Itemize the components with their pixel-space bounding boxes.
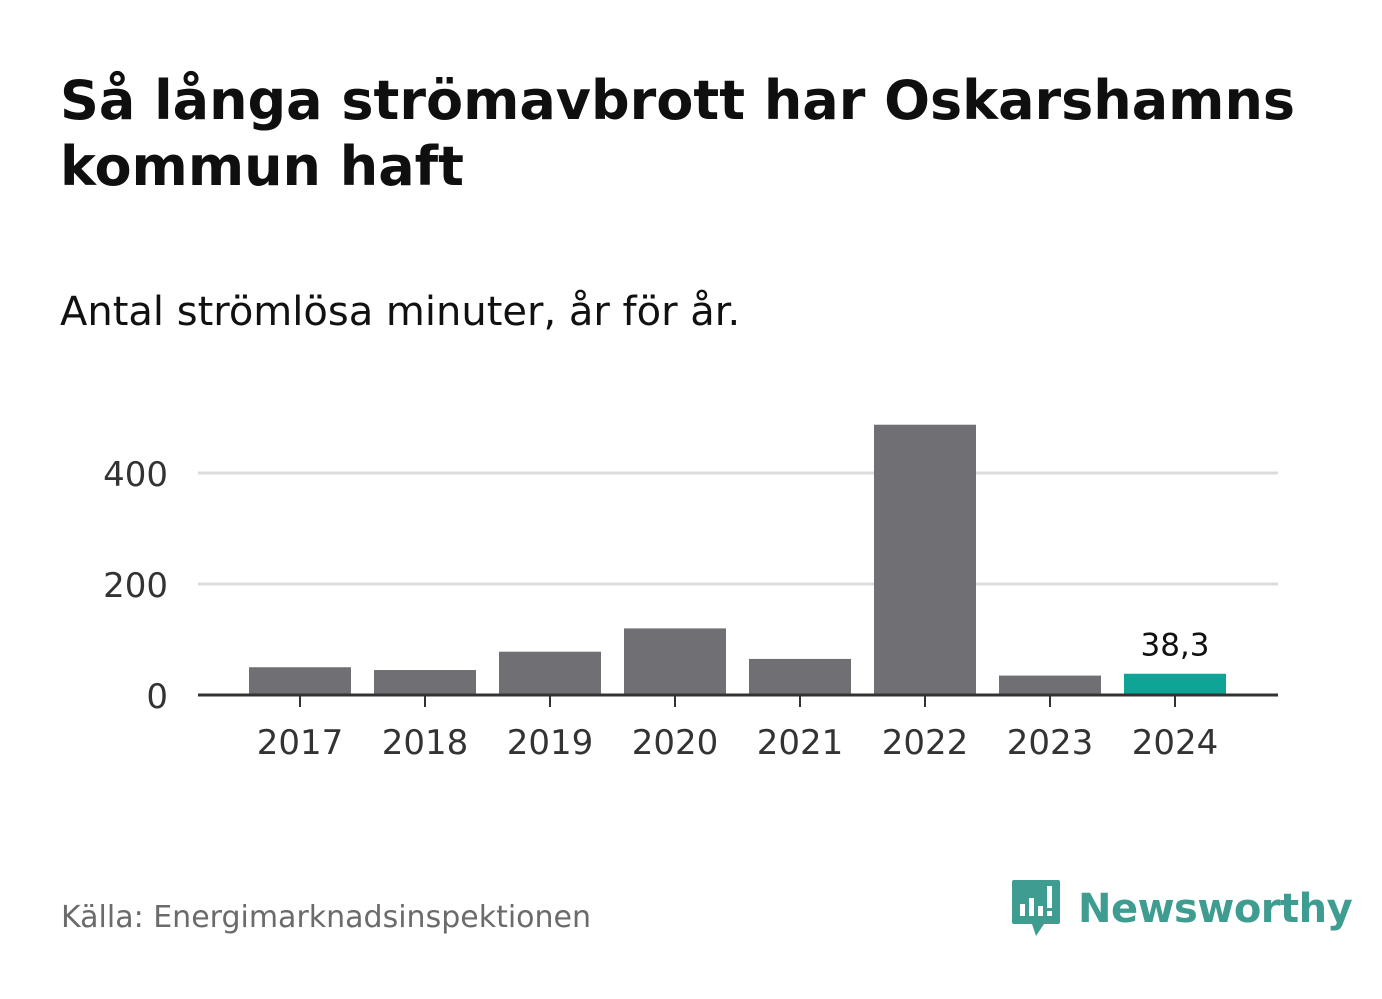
newsworthy-logo[interactable]: Newsworthy bbox=[1010, 878, 1353, 940]
bar-2018 bbox=[374, 670, 476, 695]
x-tick-label: 2021 bbox=[757, 723, 844, 763]
data-label-highlight: 38,3 bbox=[1140, 628, 1209, 664]
bar-2021 bbox=[749, 658, 851, 695]
source-note: Källa: Energimarknadsinspektionen bbox=[61, 900, 592, 935]
x-tick-label: 2020 bbox=[632, 723, 719, 763]
bar-2022 bbox=[874, 424, 976, 695]
bar-2020 bbox=[624, 628, 726, 695]
x-tick-label: 2022 bbox=[882, 723, 969, 763]
y-tick-label: 200 bbox=[103, 566, 168, 606]
y-tick-label: 0 bbox=[146, 677, 168, 717]
bar-2024 bbox=[1124, 673, 1226, 695]
x-tick-label: 2017 bbox=[257, 723, 344, 763]
newsworthy-logo-icon bbox=[1012, 880, 1060, 936]
bar-2023 bbox=[999, 675, 1101, 695]
brand-name: Newsworthy bbox=[1078, 886, 1353, 932]
x-tick-label: 2019 bbox=[507, 723, 594, 763]
x-tick-label: 2024 bbox=[1132, 723, 1219, 763]
chart-title: Så långa strömavbrott har Oskarshamns ko… bbox=[60, 69, 1296, 198]
bar-2019 bbox=[499, 651, 601, 695]
bar-2017 bbox=[249, 667, 351, 695]
y-tick-label: 400 bbox=[103, 455, 168, 495]
chart-subtitle: Antal strömlösa minuter, år för år. bbox=[60, 289, 741, 335]
x-tick-label: 2018 bbox=[382, 723, 469, 763]
x-tick-label: 2023 bbox=[1007, 723, 1094, 763]
